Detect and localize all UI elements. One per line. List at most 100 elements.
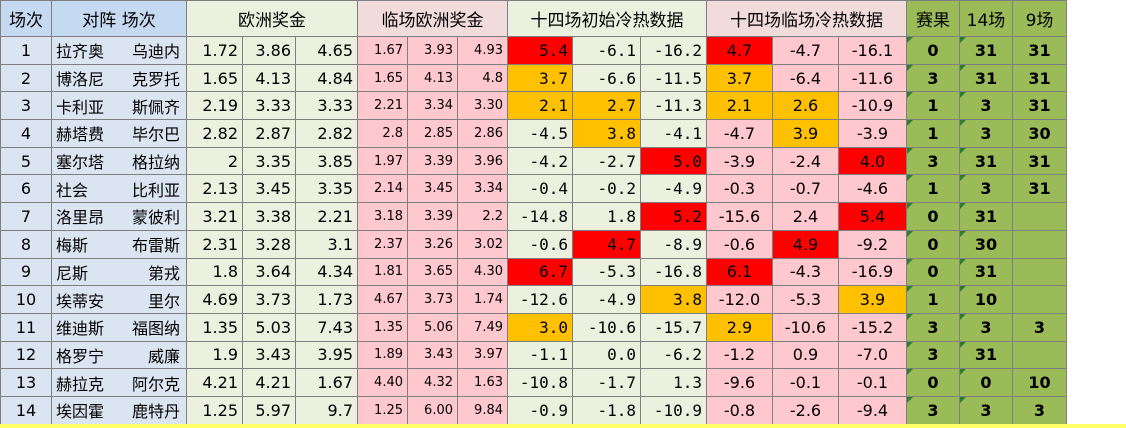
teams-wrapper: 埃蒂安 里尔	[53, 288, 186, 312]
cold-late-cell: -4.6	[838, 174, 907, 204]
home-team: 卡利亚	[56, 97, 105, 117]
away-team: 鹿特丹	[131, 402, 180, 422]
cold-late-cell: 6.1	[706, 257, 773, 287]
away-team: 第戎	[147, 263, 180, 283]
cold-late-cell: -3.9	[838, 119, 907, 148]
header-9: 9场	[1012, 0, 1067, 37]
cold-init-cell: -16.2	[640, 36, 707, 65]
home-team: 尼斯	[56, 263, 89, 283]
table-row: 10 埃蒂安 里尔 4.69 3.73 1.73 4.67 3.73 1.74 -12.6 -4.9…	[0, 285, 1067, 314]
cold-late-cell: 3.9	[838, 285, 907, 314]
table-row: 9 尼斯 第戎 1.8 3.64 4.34 1.81 3.65 4.30 6.7 -5.3 -16.8…	[0, 257, 1067, 287]
euro-odds-cell: 2	[186, 146, 243, 176]
cold-init-cell: 3.7	[507, 63, 573, 93]
cold-late-cell: -15.2	[838, 312, 907, 342]
cold-init-cell: -6.1	[572, 36, 641, 65]
euro-late-odds-cell: 3.02	[457, 229, 508, 259]
cold-init-cell: -2.7	[572, 146, 641, 176]
result-cell: 3	[906, 395, 960, 425]
euro-odds-cell: 3.45	[242, 174, 296, 204]
cold-late-cell: -0.7	[772, 174, 839, 204]
cold-init-cell: -0.6	[507, 229, 573, 259]
euro-odds-cell: 3.35	[242, 146, 296, 176]
euro-late-odds-cell: 4.67	[357, 285, 408, 314]
cold-init-cell: -4.2	[507, 146, 573, 176]
euro-odds-cell: 3.28	[242, 229, 296, 259]
cold-late-cell: -0.3	[706, 174, 773, 204]
lottery-data-table: 场次 对阵 场次 欧洲奖金 临场欧洲奖金 十四场初始冷热数据 十四场临场冷热数据…	[0, 0, 1067, 425]
result-cell: 1	[906, 285, 960, 314]
table-row: 1 拉齐奥 乌迪内 1.72 3.86 4.65 1.67 3.93 4.93 5.4 -6.1 -1…	[0, 36, 1067, 65]
cold-init-cell: -15.7	[640, 312, 707, 342]
cold-init-cell: -4.5	[507, 119, 573, 148]
euro-late-odds-cell: 1.89	[357, 340, 408, 370]
cold-init-cell: -1.7	[572, 368, 641, 397]
cold-late-cell: -4.7	[706, 119, 773, 148]
match-number: 11	[0, 312, 52, 342]
table-row: 14 埃因霍 鹿特丹 1.25 5.97 9.7 1.25 6.00 9.84 -0.9 -1.8-…	[0, 395, 1067, 425]
cold-late-cell: -9.2	[838, 229, 907, 259]
euro-odds-cell: 3.73	[242, 285, 296, 314]
cold-init-cell: -16.8	[640, 257, 707, 287]
euro-odds-cell: 4.84	[295, 63, 358, 93]
euro-late-odds-cell: 1.81	[357, 257, 408, 287]
cold-init-cell: 5.0	[640, 146, 707, 176]
header-euro-late-odds: 临场欧洲奖金	[357, 0, 508, 37]
euro-late-odds-cell: 4.93	[457, 36, 508, 65]
match-teams: 格罗宁 威廉	[51, 340, 187, 370]
teams-wrapper: 赫塔费 毕尔巴	[53, 121, 186, 145]
cold-init-cell: -12.6	[507, 285, 573, 314]
teams-wrapper: 埃因霍 鹿特丹	[53, 398, 186, 422]
home-team: 洛里昂	[56, 208, 105, 228]
euro-late-odds-cell: 3.18	[357, 202, 408, 231]
cold-late-cell: -0.6	[706, 229, 773, 259]
cold-init-cell: -1.1	[507, 340, 573, 370]
match-number: 13	[0, 368, 52, 397]
euro-late-odds-cell: 3.39	[407, 146, 458, 176]
cold-init-cell: 0.0	[572, 340, 641, 370]
teams-wrapper: 社会 比利亚	[53, 177, 186, 201]
cold-late-cell: 2.9	[706, 312, 773, 342]
euro-odds-cell: 2.82	[186, 119, 243, 148]
euro-odds-cell: 3.35	[295, 174, 358, 204]
cold-init-cell: -4.9	[572, 285, 641, 314]
euro-odds-cell: 2.19	[186, 91, 243, 121]
match-teams: 梅斯 布雷斯	[51, 229, 187, 259]
match-number: 9	[0, 257, 52, 287]
cold-init-cell: 1.3	[640, 368, 707, 397]
result-14-cell: 3	[959, 174, 1013, 204]
away-team: 克罗托	[131, 70, 180, 90]
teams-wrapper: 尼斯 第戎	[53, 260, 186, 284]
euro-odds-cell: 3.33	[295, 91, 358, 121]
cold-late-cell: 0.9	[772, 340, 839, 370]
cold-init-cell: -6.6	[572, 63, 641, 93]
match-teams: 博洛尼 克罗托	[51, 63, 187, 93]
euro-late-odds-cell: 1.65	[357, 63, 408, 93]
match-teams: 社会 比利亚	[51, 174, 187, 204]
cold-late-cell: 3.9	[772, 119, 839, 148]
home-team: 埃蒂安	[56, 291, 105, 311]
result-14-cell: 31	[959, 36, 1013, 65]
result-9-cell	[1012, 202, 1067, 231]
header-cold-init: 十四场初始冷热数据	[507, 0, 707, 37]
match-number: 3	[0, 91, 52, 121]
result-cell: 0	[906, 257, 960, 287]
euro-late-odds-cell: 2.8	[357, 119, 408, 148]
result-cell: 1	[906, 91, 960, 121]
euro-odds-cell: 2.87	[242, 119, 296, 148]
euro-late-odds-cell: 3.96	[457, 146, 508, 176]
cold-init-cell: -10.6	[572, 312, 641, 342]
result-9-cell: 31	[1012, 36, 1067, 65]
result-cell: 1	[906, 174, 960, 204]
cold-init-cell: -5.3	[572, 257, 641, 287]
result-14-cell: 30	[959, 229, 1013, 259]
cold-late-cell: -15.6	[706, 202, 773, 231]
euro-late-odds-cell: 3.34	[457, 174, 508, 204]
away-team: 福图纳	[131, 319, 180, 339]
cold-init-cell: -10.8	[507, 368, 573, 397]
result-9-cell	[1012, 285, 1067, 314]
result-9-cell: 31	[1012, 146, 1067, 176]
euro-late-odds-cell: 1.67	[357, 36, 408, 65]
match-number: 4	[0, 119, 52, 148]
header-14: 14场	[959, 0, 1013, 37]
